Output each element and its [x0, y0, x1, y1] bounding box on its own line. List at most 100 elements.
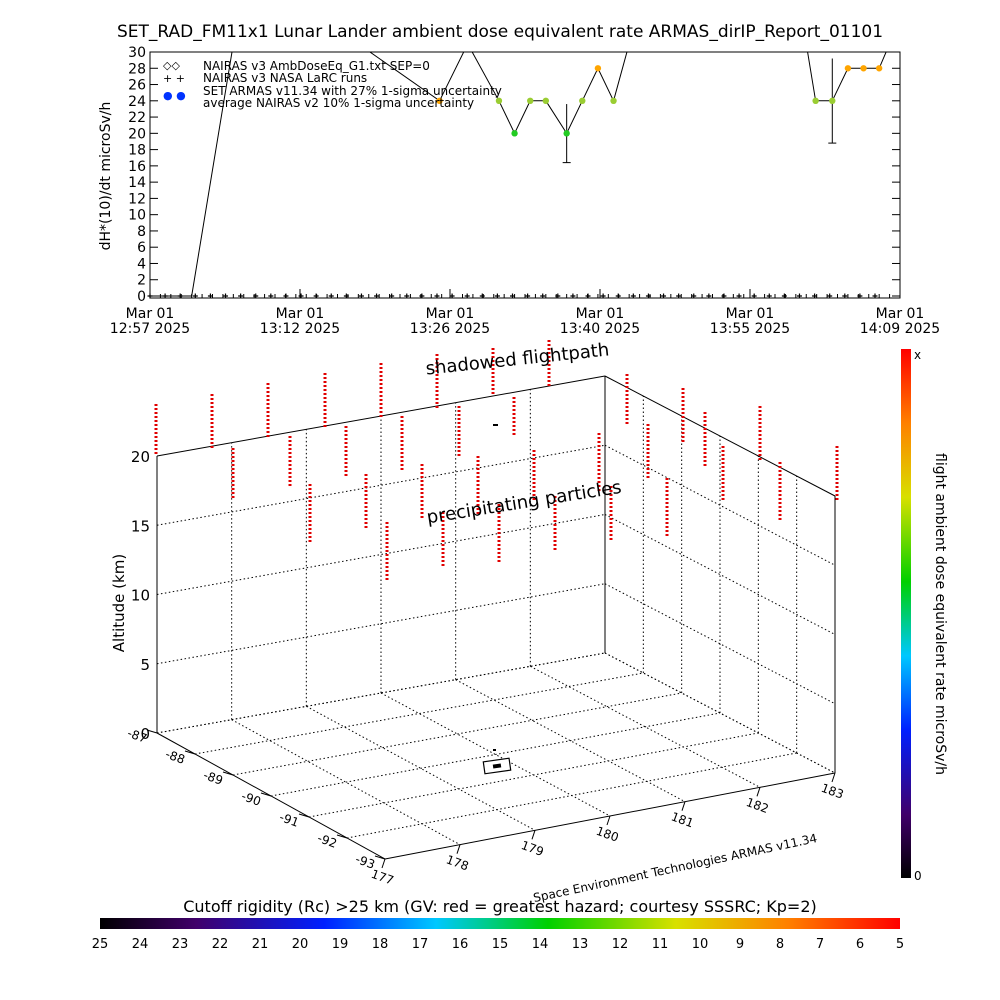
- nairas-larc-point: [540, 293, 546, 299]
- nairas-larc-point: [781, 293, 787, 299]
- dose-rate-time-series: dH*(10)/dt microSv/h 0246810121416182022…: [98, 45, 940, 337]
- top-x-tick-time: 13:26 2025: [410, 321, 490, 337]
- nairas-larc-point: [736, 293, 742, 299]
- top-y-tick-label: 12: [128, 191, 146, 207]
- floor-gridline: [194, 672, 644, 755]
- top-y-tick-label: 10: [128, 208, 146, 224]
- nairas-larc-point: [751, 293, 757, 299]
- data-point: [511, 130, 518, 137]
- nairas-larc-point: [192, 293, 198, 299]
- lon-tick-label: 181: [669, 809, 695, 830]
- altitude-tick-label: 20: [131, 448, 150, 466]
- altitude-tick-label: 5: [140, 656, 150, 674]
- data-point: [875, 65, 883, 72]
- top-y-tick-label: 26: [128, 78, 146, 94]
- altitude-tick-label: 10: [131, 587, 150, 605]
- nairas-larc-point: [298, 293, 304, 299]
- top-y-tick-label: 18: [128, 143, 146, 159]
- colorbar-axis-label: flight ambient dose equivalent rate micr…: [932, 453, 948, 775]
- nairas-larc-point: [449, 293, 455, 299]
- top-x-tick-date: Mar 01: [426, 306, 475, 322]
- nairas-larc-point: [827, 293, 833, 299]
- floor-gridline: [346, 752, 797, 839]
- data-point: [579, 97, 586, 105]
- lat-tick-label: -93: [354, 852, 377, 872]
- lat-tick-mark: [298, 813, 310, 818]
- box-gridlines: [156, 389, 836, 846]
- lon-tick-mark: [531, 830, 536, 840]
- credit-label: Space Environment Technologies ARMAS v11…: [532, 831, 818, 905]
- rigidity-tick-label: 8: [776, 937, 784, 952]
- top-y-axis-label: dH*(10)/dt microSv/h: [98, 102, 114, 251]
- lat-tick-label: -91: [278, 810, 301, 830]
- cutoff-rigidity-color-scale: [100, 918, 900, 929]
- nairas-larc-point: [721, 293, 727, 299]
- data-point: [829, 97, 836, 105]
- lon-tick-mark: [456, 844, 461, 854]
- colorbar-top-label: x: [914, 348, 921, 362]
- rigidity-tick-label: 16: [452, 937, 469, 952]
- nairas-larc-point: [404, 293, 410, 299]
- rigidity-tick-label: 20: [292, 937, 309, 952]
- nairas-larc-point: [570, 293, 576, 299]
- data-point: [563, 130, 570, 137]
- rigidity-tick-label: 10: [692, 937, 709, 952]
- altitude-gridline: [156, 444, 606, 526]
- nairas-larc-point: [268, 293, 274, 299]
- box-edges: [156, 375, 836, 860]
- legend-label-nairas-v3: NAIRAS v3 AmbDoseEq_G1.txt SEP=0: [203, 59, 430, 73]
- data-point: [610, 97, 617, 105]
- dose-rate-color-scale: [901, 349, 911, 878]
- legend-symbol-armas: ● ●: [163, 89, 186, 102]
- nairas-larc-point: [283, 293, 289, 299]
- nairas-larc-point: [766, 293, 772, 299]
- top-x-tick-time: 13:40 2025: [560, 321, 640, 337]
- rigidity-tick-label: 11: [652, 937, 669, 952]
- rigidity-tick-label: 24: [132, 937, 149, 952]
- legend-label-armas: SET ARMAS v11.34 with 27% 1-sigma uncert…: [203, 84, 502, 98]
- rigidity-tick-label: 18: [372, 937, 389, 952]
- nairas-larc-point: [555, 293, 561, 299]
- top-y-tick-label: 14: [128, 175, 146, 191]
- nairas-larc-point: [177, 293, 183, 299]
- data-point: [542, 97, 550, 105]
- nairas-larc-point: [147, 293, 153, 299]
- altitude-gridline: [604, 444, 836, 566]
- lon-tick-mark: [681, 801, 686, 811]
- altitude-tick-label: 15: [131, 517, 150, 535]
- nairas-larc-point: [857, 293, 863, 299]
- lat-tick-label: -92: [316, 831, 339, 851]
- nairas-larc-point: [343, 293, 349, 299]
- lat-tick-label: -89: [202, 768, 225, 788]
- top-y-tick-label: 2: [137, 273, 146, 289]
- rigidity-tick-label: 6: [856, 937, 864, 952]
- nairas-larc-point: [600, 293, 606, 299]
- cutoff-rigidity-ticks: 25 24 23 22 21 20 19 18 17 16 15 14 13 12 11 10 9 8 7 6 5: [92, 937, 904, 952]
- nairas-larc-point: [796, 293, 802, 299]
- nairas-larc-point: [525, 293, 531, 299]
- dose-rate-colorbar: x 0 flight ambient dose equivalent rate …: [901, 348, 948, 883]
- rigidity-tick-label: 22: [212, 937, 229, 952]
- rigidity-tick-label: 15: [492, 937, 509, 952]
- top-x-tick-time: 13:12 2025: [260, 321, 340, 337]
- legend-label-nairas-v2: average NAIRAS v2 10% 1-sigma uncertaint…: [203, 96, 474, 110]
- lon-tick-mark: [606, 815, 611, 826]
- particle-markers: [154, 340, 839, 580]
- top-y-tick-label: 28: [128, 61, 146, 77]
- nairas-larc-point: [510, 293, 515, 299]
- ground-location-marker: [482, 749, 512, 775]
- lon-tick-label: 177: [369, 867, 395, 888]
- lat-tick-label: -88: [164, 747, 187, 767]
- altitude-gridline: [604, 514, 836, 635]
- top-y-tick-label: 6: [137, 240, 146, 256]
- nairas-larc-point: [630, 293, 636, 299]
- lat-tick-mark: [184, 750, 196, 755]
- nairas-larc-point: [374, 293, 380, 299]
- nairas-larc-point: [479, 293, 485, 299]
- top-x-tick-date: Mar 01: [576, 306, 625, 322]
- altitude-gridline: [156, 514, 606, 595]
- lon-tick-label: 179: [519, 838, 545, 859]
